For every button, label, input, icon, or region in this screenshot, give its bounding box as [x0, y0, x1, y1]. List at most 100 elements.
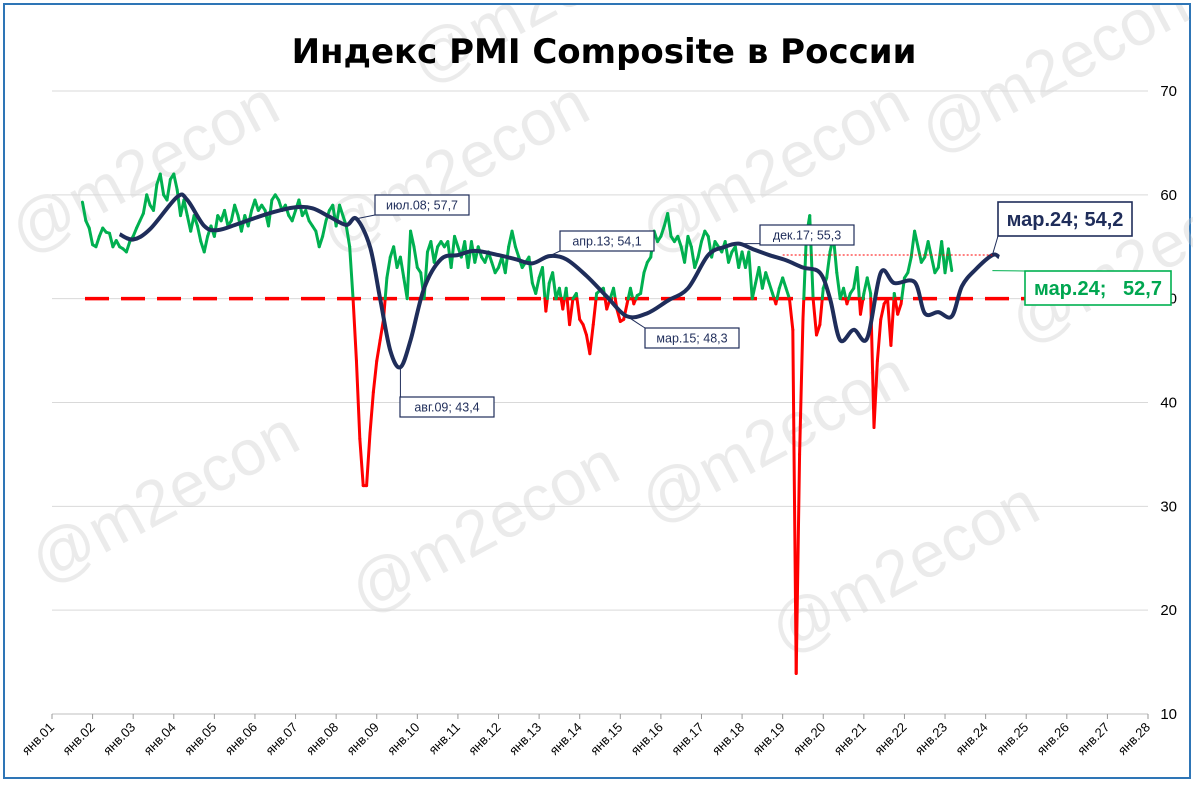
x-tick-label: янв.23 [912, 720, 950, 758]
pmi-segment [683, 234, 690, 264]
y-tick-label: 40 [1160, 395, 1177, 412]
x-tick-label: янв.25 [993, 720, 1031, 758]
pmi-segment [290, 208, 298, 223]
pmi-segment [510, 229, 517, 249]
pmi-segment [108, 231, 115, 249]
pmi-segment [591, 297, 598, 327]
pmi-segment [158, 172, 166, 197]
pmi-segment [686, 234, 693, 249]
x-tick-label: янв.08 [303, 720, 341, 758]
pmi-segment [80, 200, 88, 223]
pmi-segment [544, 297, 549, 313]
annotation-label: мар.24; 52,7 [1034, 278, 1162, 300]
y-tick-label: 10 [1160, 706, 1177, 723]
pmi-segment [642, 260, 649, 275]
pmi-segment [534, 276, 541, 295]
x-tick-label: янв.09 [344, 720, 382, 758]
pmi-segment [820, 286, 825, 301]
annotation-leader [356, 214, 376, 220]
pmi-segment [304, 208, 311, 223]
pmi-segment [348, 245, 355, 301]
pmi-segment [412, 245, 419, 270]
pmi-segment [375, 338, 382, 363]
pmi-segment [858, 297, 865, 316]
x-tick-label: янв.27 [1074, 720, 1112, 758]
x-tick-label: янв.07 [262, 720, 300, 758]
pmi-segment [561, 297, 566, 311]
pmi-segment [358, 437, 365, 488]
x-tick-label: янв.15 [587, 720, 625, 758]
pmi-segment [94, 234, 101, 249]
pmi-segment [889, 297, 896, 347]
pmi-segment [223, 208, 230, 228]
x-tick-label: янв.19 [749, 720, 787, 758]
annotation-box [644, 327, 740, 349]
pmi-segment [913, 229, 920, 249]
smoothed-series [118, 192, 1001, 370]
pmi-segment [946, 247, 954, 273]
pmi-segment [432, 245, 440, 264]
x-tick-label: янв.04 [141, 720, 179, 758]
annotation-leader [626, 315, 646, 329]
annotation-box [997, 201, 1133, 237]
x-tick-label: янв.01 [19, 720, 57, 758]
pmi-segment [801, 297, 806, 321]
pmi-segment [195, 224, 203, 244]
pmi-segment [453, 234, 460, 249]
x-axis: янв.01 янв.02 янв.03 янв.04 янв.05 янв.06 янв.… [19, 714, 1153, 758]
x-tick-label: янв.21 [831, 720, 869, 758]
x-tick-label: янв.18 [709, 720, 747, 758]
pmi-segment [825, 250, 832, 280]
annotation-leader [991, 235, 999, 256]
pmi-segment [557, 286, 563, 301]
y-tick-label: 70 [1160, 83, 1177, 100]
pmi-segment [767, 281, 775, 295]
pmi-segment [693, 255, 700, 270]
pmi-segment [855, 266, 861, 301]
pmi-segment [588, 323, 595, 356]
pmi-segment [564, 286, 569, 301]
x-tick-label: янв.11 [425, 720, 463, 758]
pmi-segment [545, 281, 551, 301]
annotation-label: мар.24; 54,2 [1007, 209, 1124, 231]
watermark: @m2econ [758, 466, 1050, 667]
annotation-label: июл.08; 57,7 [386, 199, 458, 213]
pmi-segment [639, 271, 646, 295]
pmi-segment [503, 245, 511, 275]
pmi-segment [212, 214, 220, 238]
x-tick-label: янв.22 [871, 720, 909, 758]
pmi-segment [794, 452, 802, 676]
pmi-segment [926, 240, 934, 259]
annotation-label: апр.13; 54,1 [572, 235, 641, 249]
x-tick-label: янв.13 [506, 720, 544, 758]
pmi-segment [835, 271, 842, 301]
pmi-segment [202, 234, 210, 254]
pmi-segment [814, 323, 822, 337]
pmi-segment [879, 302, 886, 321]
annotation-label: авг.09; 43,4 [414, 401, 479, 415]
annotation-box [559, 230, 655, 252]
y-tick-label: 60 [1160, 187, 1177, 204]
pmi-segment [581, 323, 588, 337]
pmi-segment [842, 286, 848, 301]
pmi-segment [930, 255, 937, 275]
pmi-segment [409, 229, 416, 249]
pmi-segment [151, 182, 159, 212]
pmi-segment [781, 276, 788, 290]
x-tick-label: янв.16 [628, 720, 666, 758]
watermark: @m2econ [908, 5, 1193, 167]
pmi-segment [666, 212, 673, 238]
x-tick-label: янв.05 [181, 720, 219, 758]
pmi-segment [916, 245, 923, 264]
pmi-segment [575, 297, 582, 321]
annotations: июл.08; 57,7 авг.09; 43,4 апр.13; 54,1 мар.… [356, 194, 1172, 418]
y-tick-label: 20 [1160, 602, 1177, 619]
x-tick-label: янв.02 [59, 720, 97, 758]
gridlines [52, 90, 1148, 715]
pmi-segment [192, 214, 199, 228]
pmi-segment [764, 271, 771, 285]
pmi-segment [141, 193, 149, 216]
pmi-chart: @m2econ @m2econ @m2econ@m2econ@m2econ @m2ec… [5, 5, 1193, 758]
x-tick-label: янв.20 [790, 720, 828, 758]
pmi-segment [551, 271, 558, 301]
